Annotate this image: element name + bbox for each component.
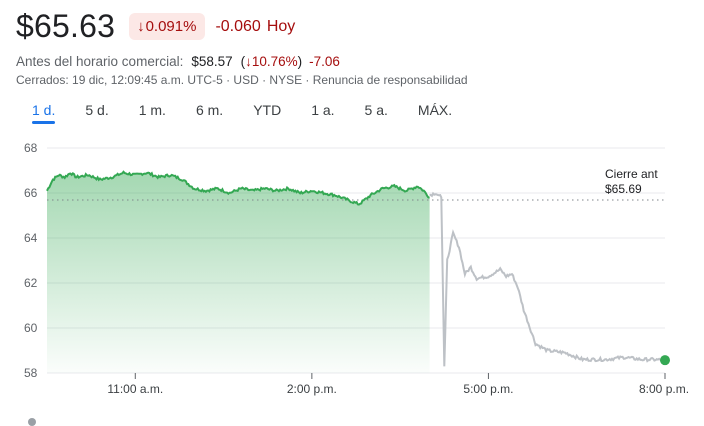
x-tick-label: 11:00 a.m. xyxy=(107,382,163,396)
regular-session-area xyxy=(47,171,430,373)
premarket-row: Antes del horario comercial: $58.57 (↓10… xyxy=(16,54,340,69)
previous-close-value: $65.69 xyxy=(605,182,642,196)
premarket-pct-value: 10.76% xyxy=(251,54,298,69)
pct-change-badge: ↓ 0.091% xyxy=(129,13,206,40)
dot-icon xyxy=(28,418,36,426)
abs-change-value: -0.060 xyxy=(215,17,261,35)
tab-5a[interactable]: 5 a. xyxy=(364,102,388,118)
current-price: $65.63 xyxy=(16,8,116,44)
y-axis: 58 60 62 64 66 68 xyxy=(24,141,38,380)
previous-close-label: Cierre ant xyxy=(605,167,658,181)
tab-5d[interactable]: 5 d. xyxy=(85,102,109,118)
x-tick-label: 8:00 p.m. xyxy=(639,382,689,396)
y-tick-label: 68 xyxy=(24,141,38,155)
range-tabs: 1 d. 5 d. 1 m. 6 m. YTD 1 a. 5 a. MÁX. xyxy=(16,100,452,124)
y-tick-label: 62 xyxy=(24,276,38,290)
quote-header: $65.63 ↓ 0.091% -0.060 Hoy xyxy=(16,8,295,45)
after-hours-line xyxy=(429,191,666,367)
y-tick-label: 60 xyxy=(24,321,38,335)
y-tick-label: 66 xyxy=(24,186,38,200)
arrow-down-icon: ↓ xyxy=(245,54,252,69)
price-chart[interactable]: 58 60 62 64 66 68 Cierre ant $65.69 11:00 a.m… xyxy=(0,130,704,400)
tab-1a[interactable]: 1 a. xyxy=(311,102,335,118)
x-tick-label: 5:00 p.m. xyxy=(463,382,513,396)
tab-6m[interactable]: 6 m. xyxy=(195,102,224,118)
regular-session-line xyxy=(46,170,430,206)
x-tick-label: 2:00 p.m. xyxy=(287,382,337,396)
x-axis: 11:00 a.m. 2:00 p.m. 5:00 p.m. 8:00 p.m. xyxy=(107,373,689,396)
period-label: Hoy xyxy=(266,17,296,35)
tab-1m[interactable]: 1 m. xyxy=(138,102,166,118)
premarket-label: Antes del horario comercial: xyxy=(16,54,184,69)
tab-1d[interactable]: 1 d. xyxy=(32,100,56,124)
y-tick-label: 58 xyxy=(24,366,38,380)
premarket-change: -7.06 xyxy=(309,54,340,69)
y-tick-label: 64 xyxy=(24,231,38,245)
tab-ytd[interactable]: YTD xyxy=(253,102,282,118)
premarket-pct: (↓10.76%) xyxy=(240,54,303,69)
abs-change: -0.060 Hoy xyxy=(215,18,295,36)
premarket-price: $58.57 xyxy=(191,54,233,69)
market-meta: Cerrados: 19 dic, 12:09:45 a.m. UTC-5 · … xyxy=(16,73,468,87)
pct-change-value: 0.091% xyxy=(145,18,197,35)
last-price-dot xyxy=(660,355,670,366)
tab-max[interactable]: MÁX. xyxy=(417,102,453,118)
arrow-down-icon: ↓ xyxy=(137,18,145,35)
